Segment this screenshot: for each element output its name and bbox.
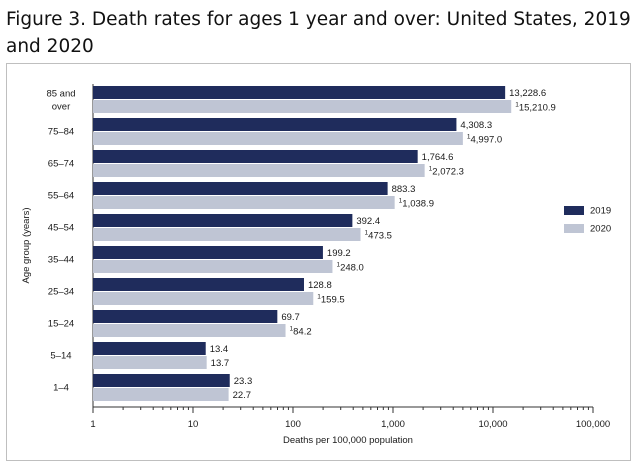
value-label-2019: 883.3 <box>392 184 416 195</box>
bar-2020 <box>93 324 286 337</box>
value-text: 1,038.9 <box>402 198 434 209</box>
value-label-2020: 1248.0 <box>336 261 363 273</box>
category-labels: 85 and over 75–84 65–74 55–64 45–54 35–44 25–34… <box>46 89 75 394</box>
bar-2019 <box>93 86 506 99</box>
value-label-2020: 1473.5 <box>365 229 392 241</box>
value-label-2020: 14,997.0 <box>467 133 502 145</box>
bar-2019 <box>93 214 353 227</box>
x-tick-label: 1 <box>90 419 95 430</box>
bar-2020 <box>93 292 314 305</box>
x-axis-ticks: 1 10 100 1,000 10,000 100,000 <box>90 407 610 430</box>
category-label: 75–84 <box>48 127 74 138</box>
value-label-2019: 69.7 <box>281 312 300 323</box>
category-label: 35–44 <box>48 255 74 266</box>
value-text: 473.5 <box>368 230 392 241</box>
value-label-2019: 13.4 <box>210 344 229 355</box>
category-label: 1–4 <box>53 383 69 394</box>
x-tick-label: 100,000 <box>576 419 610 430</box>
value-text: 15,210.9 <box>519 102 556 113</box>
legend-swatch-2020 <box>564 224 584 233</box>
y-axis-title-group: Age group (years) <box>21 207 32 283</box>
bar-2020 <box>93 388 229 401</box>
category-label: 45–54 <box>48 223 74 234</box>
x-tick-label: 10,000 <box>478 419 507 430</box>
bar-2019 <box>93 374 230 387</box>
value-label-2020: 115,210.9 <box>515 101 556 113</box>
value-label-2020: 12,072.3 <box>429 165 464 177</box>
bar-2020 <box>93 132 463 145</box>
bar-2020 <box>93 164 425 177</box>
value-label-2019: 128.8 <box>308 280 332 291</box>
footnote-marker: 1 <box>336 261 340 268</box>
x-tick-label: 10 <box>188 419 199 430</box>
value-label-2020: 22.7 <box>233 390 252 401</box>
footnote-marker: 1 <box>399 197 403 204</box>
category-label: 5–14 <box>50 351 71 362</box>
bar-2019 <box>93 182 388 195</box>
bar-2019 <box>93 118 457 131</box>
bar-2019 <box>93 278 304 291</box>
x-axis-title: Deaths per 100,000 population <box>283 435 413 446</box>
footnote-marker: 1 <box>290 325 294 332</box>
y-axis-title: Age group (years) <box>21 207 32 283</box>
bar-2020 <box>93 356 207 369</box>
bar-2020 <box>93 196 395 209</box>
category-label: 85 and <box>46 89 75 100</box>
footnote-marker: 1 <box>317 293 321 300</box>
footnote-marker: 1 <box>365 229 369 236</box>
category-label: 65–74 <box>48 159 74 170</box>
legend: 2019 2020 <box>564 206 611 235</box>
value-text: 4,997.0 <box>470 134 502 145</box>
category-label: 55–64 <box>48 191 74 202</box>
value-label-2020: 11,038.9 <box>399 197 434 209</box>
x-tick-label: 1,000 <box>381 419 405 430</box>
bar-2019 <box>93 342 206 355</box>
x-tick-label: 100 <box>285 419 301 430</box>
value-label-2019: 23.3 <box>234 376 253 387</box>
value-label-2020: 184.2 <box>290 325 312 337</box>
figure-title: Figure 3. Death rates for ages 1 year an… <box>6 9 631 57</box>
bar-2020 <box>93 100 512 113</box>
category-label: 15–24 <box>48 319 74 330</box>
value-label-2019: 13,228.6 <box>509 88 546 99</box>
value-label-2020: 1159.5 <box>317 293 344 305</box>
legend-label-2020: 2020 <box>590 224 611 235</box>
value-text: 2,072.3 <box>432 166 464 177</box>
footnote-marker: 1 <box>467 133 471 140</box>
death-rate-bar-chart: Age group (years) Deaths per 100,000 pop… <box>21 84 611 446</box>
value-text: 248.0 <box>340 262 364 273</box>
footnote-marker: 1 <box>515 101 519 108</box>
value-label-2019: 4,308.3 <box>460 120 492 131</box>
category-label: 25–34 <box>48 287 74 298</box>
bar-2019 <box>93 246 323 259</box>
bar-2019 <box>93 150 418 163</box>
legend-swatch-2019 <box>564 206 584 215</box>
bars: 13,228.6115,210.94,308.314,997.01,764.61… <box>93 86 556 401</box>
footnote-marker: 1 <box>429 165 433 172</box>
value-label-2020: 13.7 <box>211 358 230 369</box>
value-label-2019: 392.4 <box>356 216 380 227</box>
chart-frame: Age group (years) Deaths per 100,000 pop… <box>6 63 631 461</box>
value-text: 159.5 <box>321 294 345 305</box>
bar-2020 <box>93 260 333 273</box>
value-label-2019: 1,764.6 <box>422 152 454 163</box>
value-text: 84.2 <box>293 326 312 337</box>
category-label: over <box>52 102 70 113</box>
bar-2020 <box>93 228 361 241</box>
bar-2019 <box>93 310 278 323</box>
value-label-2019: 199.2 <box>327 248 351 259</box>
legend-label-2019: 2019 <box>590 206 611 217</box>
